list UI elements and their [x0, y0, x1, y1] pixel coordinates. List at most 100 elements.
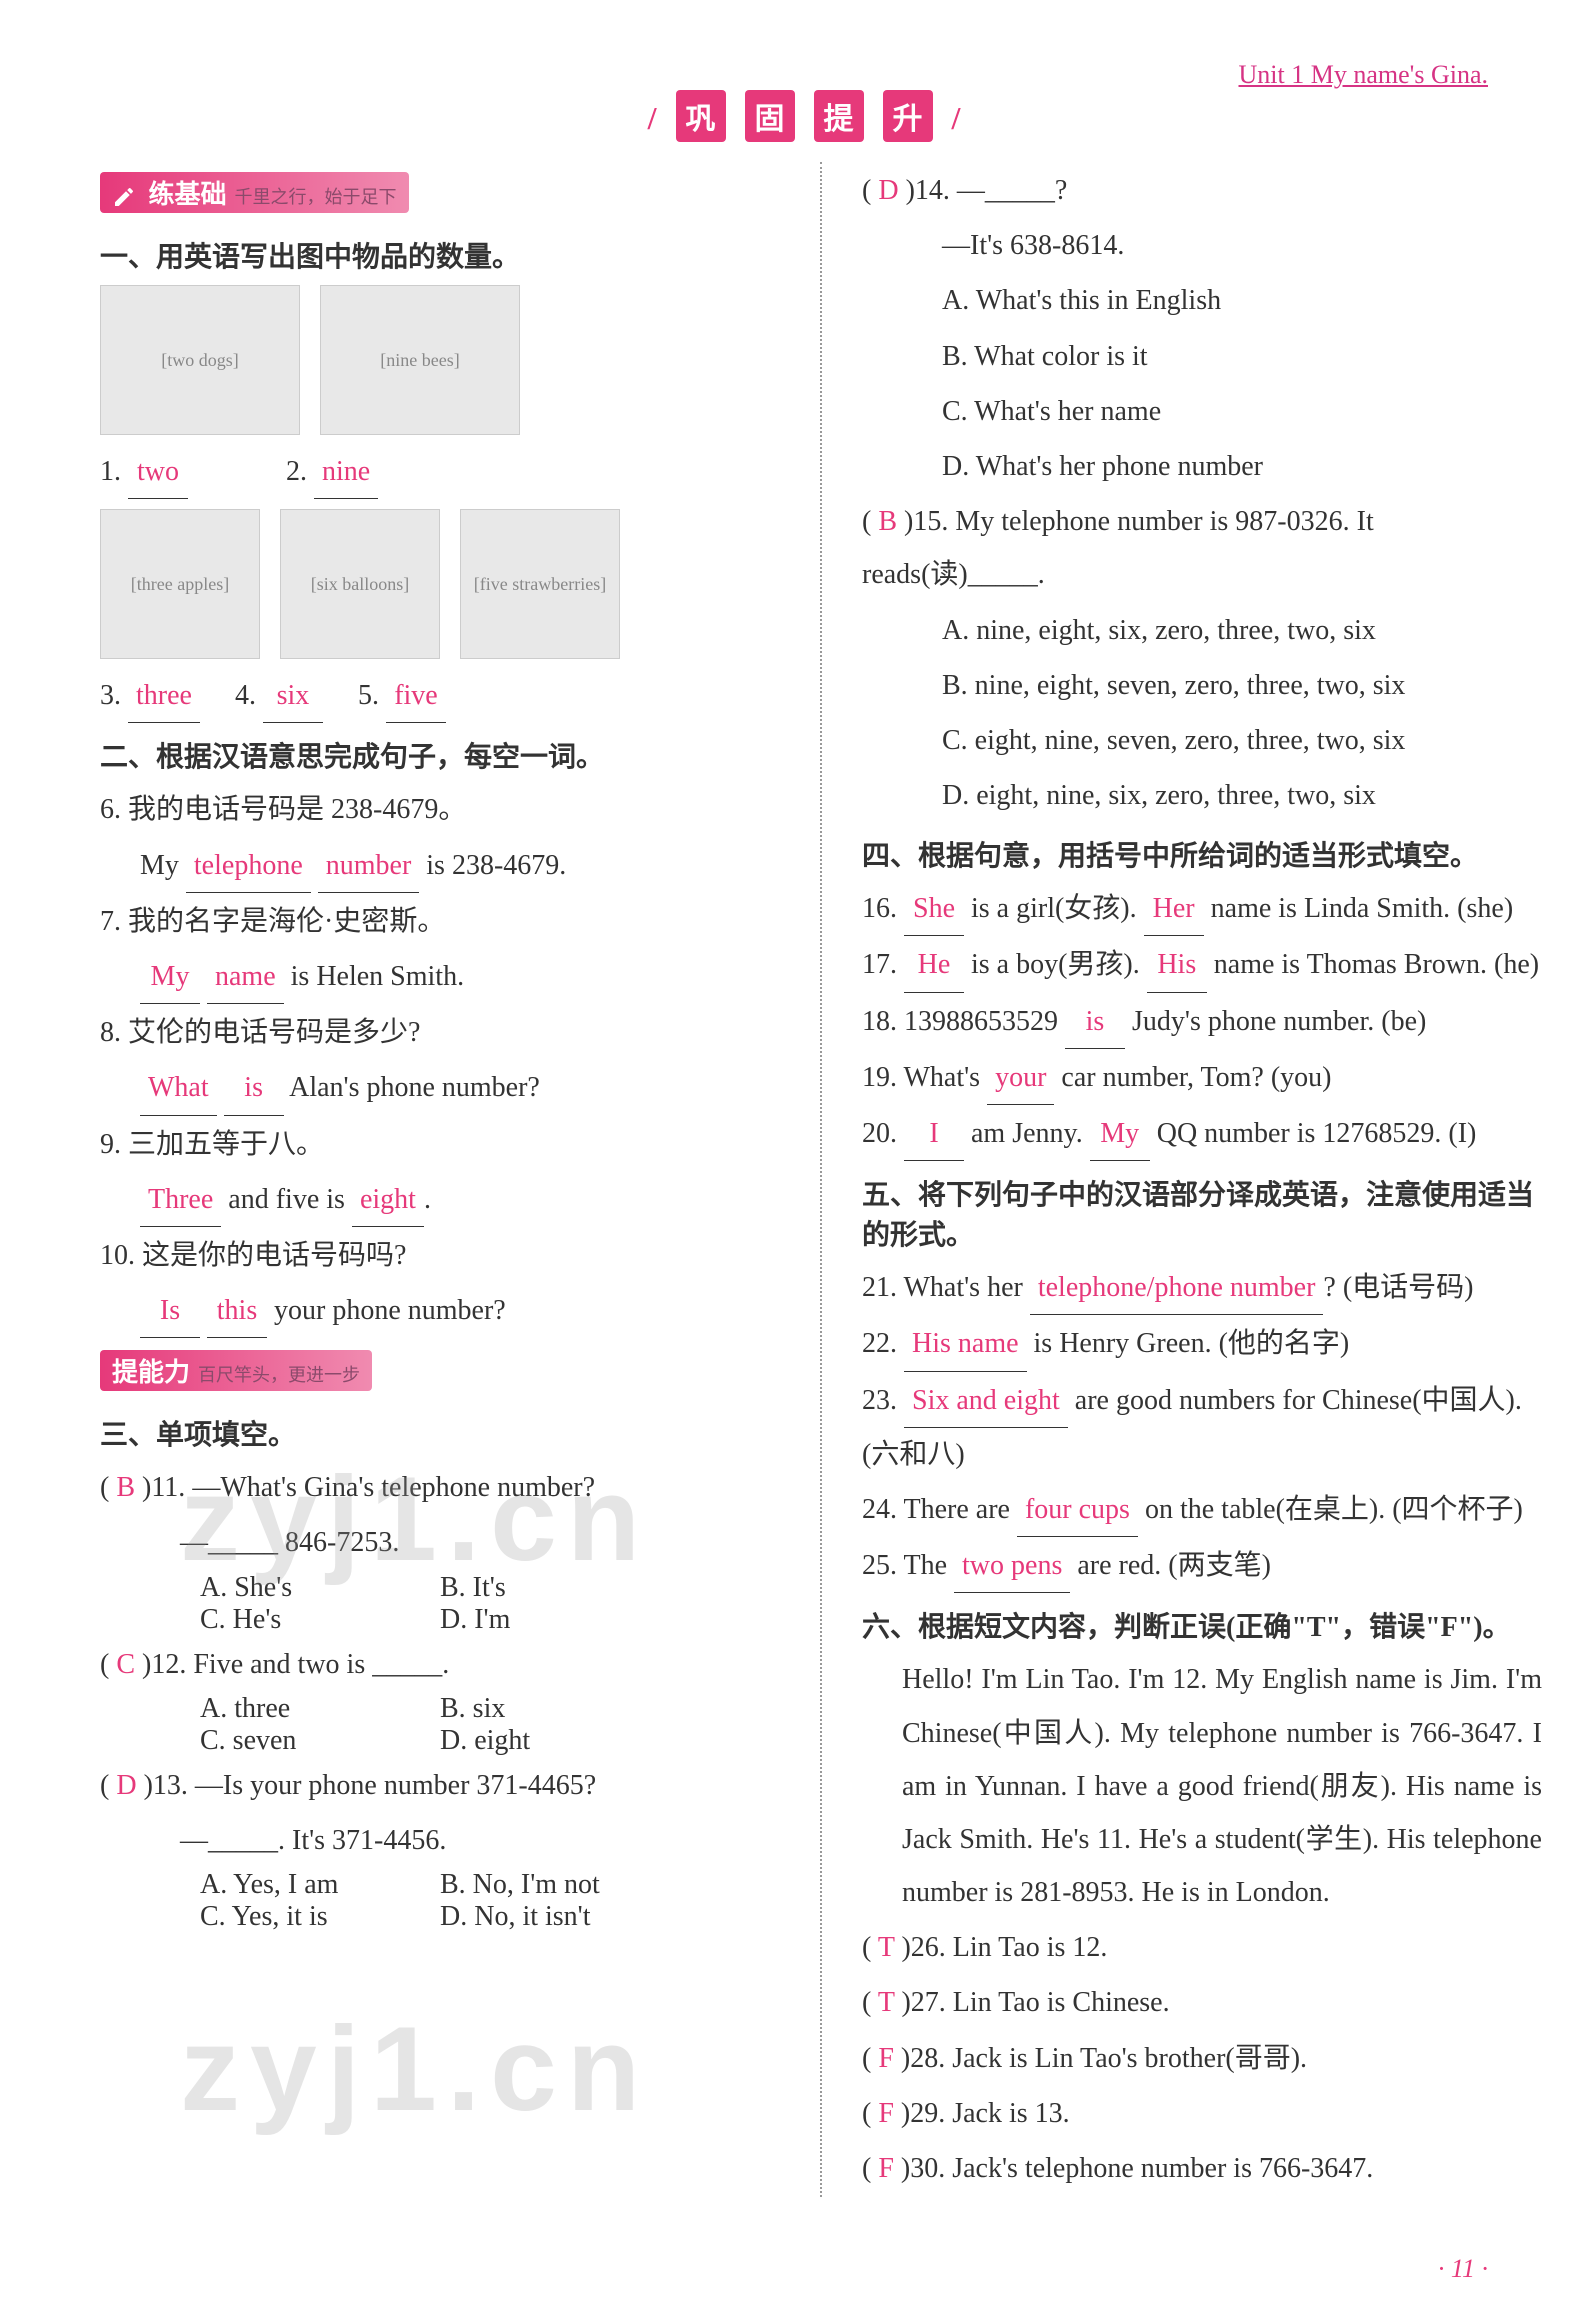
label-sub: 百尺竿头，更进一步	[198, 1365, 360, 1385]
q14: ( D )14. —_____?	[862, 164, 1542, 217]
q25: 25. The two pens are red. (两支笔)	[862, 1539, 1542, 1593]
image-strawberries: [five strawberries]	[460, 509, 620, 659]
q19-post: car number, Tom? (you)	[1054, 1062, 1331, 1093]
q12: ( C )12. Five and two is _____.	[100, 1638, 780, 1691]
banner-char: 提	[814, 90, 864, 142]
q25-pre: The	[904, 1550, 955, 1581]
passage: Hello! I'm Lin Tao. I'm 12. My English n…	[862, 1653, 1542, 1919]
q15-num: 15.	[913, 506, 948, 537]
q22-a: His name	[904, 1317, 1027, 1371]
q13-num: 13.	[153, 1770, 188, 1801]
q15-C: C. eight, nine, seven, zero, three, two,…	[862, 714, 1542, 767]
q29-ans: F	[878, 2098, 894, 2129]
q13-D: D. No, it isn't	[440, 1901, 640, 1933]
q15-B: B. nine, eight, seven, zero, three, two,…	[862, 659, 1542, 712]
q7-zh: 7. 我的名字是海伦·史密斯。	[100, 895, 780, 948]
q13-C: C. Yes, it is	[200, 1901, 400, 1933]
image-bees: [nine bees]	[320, 285, 520, 435]
q14-C: C. What's her name	[862, 385, 1542, 438]
banner-char: 升	[883, 90, 933, 142]
q11-C: C. He's	[200, 1604, 400, 1636]
q30-ans: F	[878, 2153, 894, 2184]
q12-A: A. three	[200, 1693, 400, 1725]
q11-B: B. It's	[440, 1572, 640, 1604]
q26-ans: T	[878, 1932, 895, 1963]
q17-mid2: name is Thomas Brown. (he)	[1207, 949, 1539, 980]
q26: ( T )26. Lin Tao is 12.	[862, 1921, 1542, 1974]
slash-icon: /	[648, 100, 657, 137]
q16-a2: Her	[1144, 882, 1204, 936]
q12-ans: C	[116, 1649, 135, 1680]
pencil-icon	[112, 185, 136, 209]
q18: 18. 13988653529 is Judy's phone number. …	[862, 995, 1542, 1049]
q23-num: 23.	[862, 1385, 897, 1416]
q21-num: 21.	[862, 1272, 897, 1303]
q10-en: Is this your phone number?	[100, 1284, 780, 1338]
q22-num: 22.	[862, 1328, 897, 1359]
q8-zh: 8. 艾伦的电话号码是多少?	[100, 1006, 780, 1059]
q9-en: Three and five is eight.	[100, 1173, 780, 1227]
q14-B: B. What color is it	[862, 330, 1542, 383]
q17-num: 17.	[862, 949, 897, 980]
q21-a: telephone/phone number	[1030, 1261, 1324, 1315]
q28-ans: F	[878, 2043, 894, 2074]
q7-a2: name	[207, 950, 284, 1004]
label-text: 提能力	[112, 1358, 190, 1387]
q19: 19. What's your car number, Tom? (you)	[862, 1051, 1542, 1105]
left-column: 练基础千里之行，始于足下 一、用英语写出图中物品的数量。 [two dogs] …	[100, 162, 780, 2197]
q7-en: My name is Helen Smith.	[100, 950, 780, 1004]
q25-a: two pens	[954, 1539, 1070, 1593]
section-label-basics: 练基础千里之行，始于足下	[100, 172, 409, 213]
q22-post: is Henry Green. (他的名字)	[1027, 1328, 1350, 1359]
q20-a2: My	[1090, 1107, 1150, 1161]
q3-answer: three	[128, 669, 200, 723]
q4-answer: six	[263, 669, 323, 723]
q24: 24. There are four cups on the table(在桌上…	[862, 1483, 1542, 1537]
q20-a1: I	[904, 1107, 964, 1161]
q10-a1: Is	[140, 1284, 200, 1338]
q15: ( B )15. My telephone number is 987-0326…	[862, 495, 1542, 601]
q12-num: 12.	[151, 1649, 186, 1680]
q22: 22. His name is Henry Green. (他的名字)	[862, 1317, 1542, 1371]
q25-num: 25.	[862, 1550, 897, 1581]
label-text: 练基础	[149, 180, 227, 209]
q29-text: 29. Jack is 13.	[910, 2098, 1069, 2129]
q11-stem1: —What's Gina's telephone number?	[192, 1472, 595, 1503]
q15-ans: B	[878, 506, 897, 537]
q18-pre: 13988653529	[904, 1006, 1065, 1037]
title-banner: / 巩 固 提 升 /	[100, 90, 1508, 142]
q13-ans: D	[116, 1770, 136, 1801]
q19-pre: What's	[904, 1062, 988, 1093]
q4-num: 4.	[235, 680, 256, 711]
q15-A: A. nine, eight, six, zero, three, two, s…	[862, 604, 1542, 657]
q8-en: What is Alan's phone number?	[100, 1061, 780, 1115]
section5-title: 五、将下列句子中的汉语部分译成英语，注意使用适当的形式。	[862, 1173, 1542, 1253]
q21: 21. What's her telephone/phone number? (…	[862, 1261, 1542, 1315]
q18-post: Judy's phone number. (be)	[1125, 1006, 1426, 1037]
q17-a2: His	[1147, 938, 1207, 992]
q28: ( F )28. Jack is Lin Tao's brother(哥哥).	[862, 2032, 1542, 2085]
q9-zh: 9. 三加五等于八。	[100, 1118, 780, 1171]
q17-mid1: is a boy(男孩).	[964, 949, 1147, 980]
q17: 17. He is a boy(男孩). His name is Thomas …	[862, 938, 1542, 992]
section6-title: 六、根据短文内容，判断正误(正确"T"，错误"F")。	[862, 1605, 1542, 1645]
q21-pre: What's her	[904, 1272, 1030, 1303]
q12-stem: Five and two is _____.	[193, 1649, 449, 1680]
q15-D: D. eight, nine, six, zero, three, two, s…	[862, 769, 1542, 822]
q8-post: Alan's phone number?	[284, 1072, 540, 1103]
q23-a: Six and eight	[904, 1374, 1068, 1428]
q16-mid1: is a girl(女孩).	[964, 893, 1144, 924]
q13-B: B. No, I'm not	[440, 1869, 640, 1901]
q6-a2: number	[318, 839, 420, 893]
section3-title: 三、单项填空。	[100, 1413, 780, 1453]
q14-stem1: —_____?	[957, 175, 1067, 206]
q12-C: C. seven	[200, 1725, 400, 1757]
right-column: ( D )14. —_____? —It's 638-8614. A. What…	[862, 162, 1542, 2197]
q9-post: .	[424, 1184, 431, 1215]
q24-pre: There are	[904, 1494, 1017, 1525]
q24-post: on the table(在桌上). (四个杯子)	[1138, 1494, 1523, 1525]
q5-answer: five	[386, 669, 446, 723]
section2-title: 二、根据汉语意思完成句子，每空一词。	[100, 735, 780, 775]
q24-a: four cups	[1017, 1483, 1138, 1537]
q14-D: D. What's her phone number	[862, 440, 1542, 493]
